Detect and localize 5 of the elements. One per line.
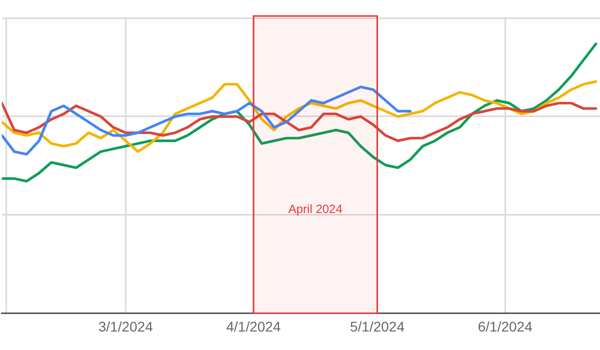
x-tick-label: 6/1/2024 (478, 318, 533, 334)
x-tick-label: 5/1/2024 (350, 318, 405, 334)
x-tick-label: 3/1/2024 (98, 318, 154, 334)
band-label: April 2024 (288, 202, 343, 216)
x-tick-label: 4/1/2024 (226, 318, 281, 334)
